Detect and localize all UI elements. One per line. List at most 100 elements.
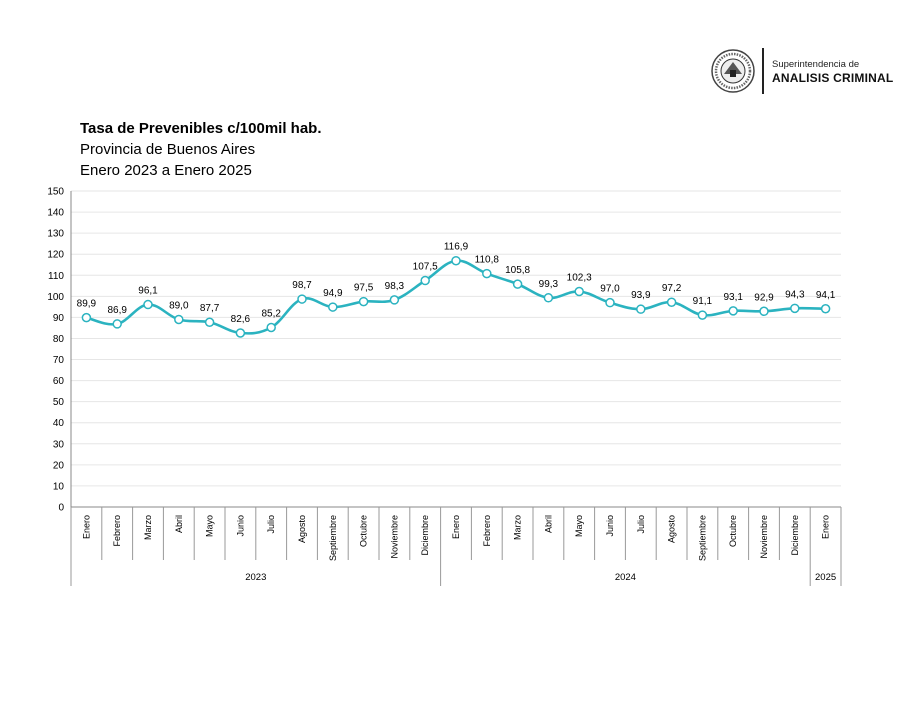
data-point [358,296,369,307]
data-point [143,299,153,310]
y-tick-label: 30 [53,439,65,450]
data-point [420,275,430,286]
y-tick-label: 130 [47,229,64,240]
x-tick-label: Marzo [513,515,523,540]
data-point [482,268,492,279]
data-point [512,279,523,289]
chart-period: Enero 2023 a Enero 2025 [80,162,252,179]
data-point [204,317,215,327]
x-tick-label: Junio [235,515,245,537]
x-tick-label: Abril [543,515,553,533]
data-label: 102,3 [567,272,592,283]
x-group-label: 2025 [815,572,836,583]
y-tick-label: 40 [53,418,65,429]
y-tick-label: 0 [58,503,64,514]
data-label: 82,6 [231,314,251,325]
data-point [605,297,615,308]
data-label: 110,8 [475,255,500,266]
data-label: 94,9 [323,288,343,299]
logo-block [708,46,898,98]
data-label: 96,1 [138,286,158,297]
x-group-label: 2023 [245,572,266,583]
x-tick-label: Enero [81,515,91,539]
x-tick-label: Mayo [205,515,215,537]
org-name: ANALISIS CRIMINAL [772,71,894,85]
chart-title: Tasa de Prevenibles c/100mil hab. [80,120,322,137]
label-layer: 89,9 86,9 96,1 89,0 87,7 82,6 85,2 98,7 94,9 97,5… [77,242,836,325]
x-tick-label: Junio [605,515,615,537]
marker-layer [81,255,831,338]
org-subtitle: Superintendencia de [772,59,860,70]
y-tick-label: 100 [47,292,64,303]
data-point [235,328,246,338]
data-label: 93,9 [631,290,651,301]
data-label: 97,5 [354,283,374,294]
data-label: 97,2 [662,283,682,294]
data-point [636,304,646,314]
y-tick-label: 140 [47,208,64,219]
data-label: 94,3 [785,289,805,300]
data-label: 107,5 [413,262,438,273]
data-point [266,322,276,333]
grid-layer [71,190,841,487]
data-label: 92,9 [754,292,774,303]
axis-layer: 0 10 20 30 40 50 60 70 80 90 100 110 120 130 140 150 Ene… [47,187,842,586]
line-layer [86,259,826,335]
x-tick-label: Octubre [359,515,369,547]
data-point [697,310,708,320]
logo-divider [762,48,764,94]
x-tick-label: Noviembre [389,515,399,559]
data-point [820,304,831,314]
chart-subtitle: Provincia de Buenos Aires [80,141,256,158]
data-label: 98,3 [385,281,405,292]
data-point [81,312,92,323]
data-point [790,303,800,314]
y-tick-label: 120 [47,250,64,261]
x-tick-label: Septiembre [697,515,707,561]
data-point [297,294,307,304]
data-point [728,306,738,316]
province-seal-icon [711,49,755,93]
x-tick-label: Febrero [482,515,492,547]
data-label: 85,2 [261,309,281,320]
data-point [574,286,584,297]
data-point [112,319,122,329]
y-tick-label: 150 [47,187,64,198]
data-label: 116,9 [444,242,469,253]
data-point [666,297,677,307]
y-tick-label: 80 [53,334,65,345]
data-label: 93,1 [723,292,743,303]
data-label: 91,1 [693,296,713,307]
x-tick-label: Septiembre [328,515,338,561]
data-point [451,255,461,266]
y-tick-label: 110 [48,271,64,282]
y-tick-label: 20 [53,460,65,471]
y-tick-label: 10 [53,481,65,492]
y-tick-label: 90 [53,313,65,324]
data-label: 89,0 [169,301,189,312]
data-label: 98,7 [292,280,312,291]
x-tick-label: Enero [451,515,461,539]
data-point [543,293,554,303]
data-label: 86,9 [107,305,127,316]
x-tick-label: Mayo [574,515,584,537]
x-tick-label: Abril [174,515,184,533]
data-label: 97,0 [600,284,620,295]
x-tick-label: Febrero [112,515,122,547]
data-point [328,302,338,312]
x-tick-label: Octubre [728,515,738,547]
x-tick-label: Agosto [667,515,677,543]
data-label: 89,9 [77,299,97,310]
y-tick-label: 70 [53,355,65,366]
x-tick-label: Marzo [143,515,153,540]
data-label: 105,8 [505,265,530,276]
x-tick-label: Enero [821,515,831,539]
x-tick-label: Diciembre [790,515,800,556]
x-tick-label: Julio [266,515,276,534]
data-label: 94,1 [816,290,836,301]
data-label: 87,7 [200,303,220,314]
data-point [174,314,184,325]
x-tick-label: Diciembre [420,515,430,556]
data-point [759,306,769,317]
